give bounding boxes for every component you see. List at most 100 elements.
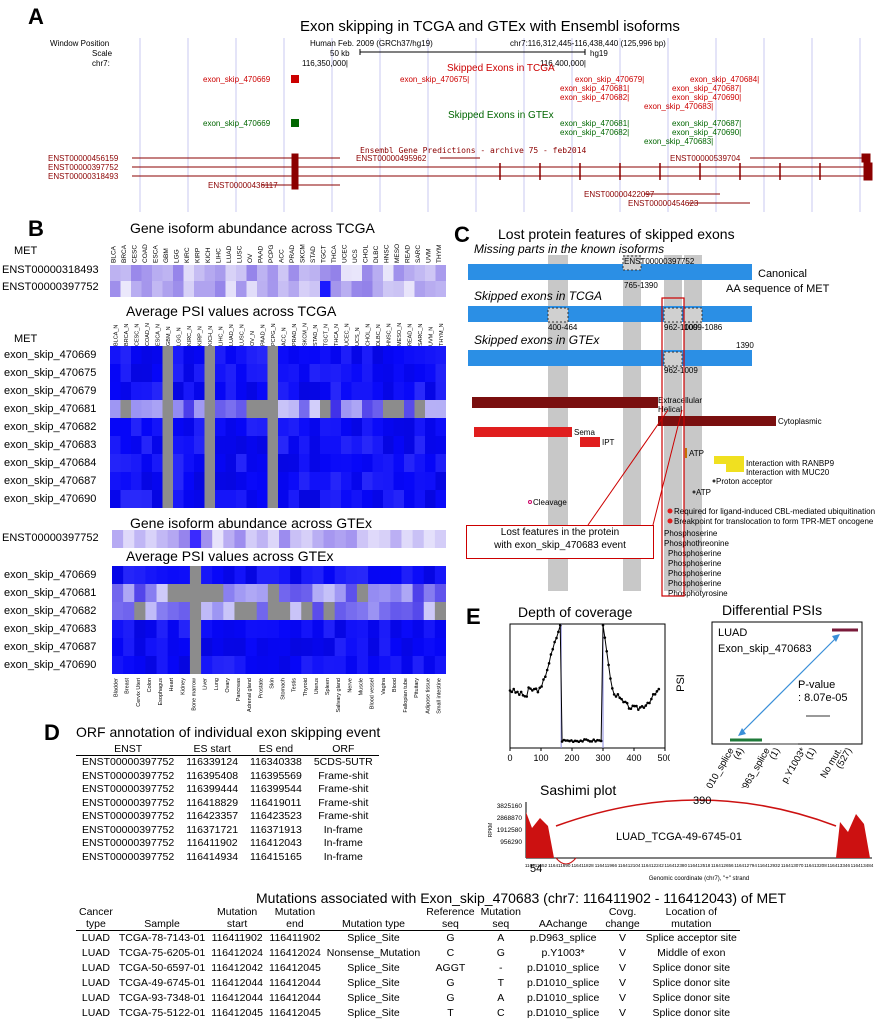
psi-cell — [412, 656, 425, 674]
psi-cell — [330, 382, 342, 401]
skipped-tcga-label: Skipped exons in TCGA — [474, 289, 602, 303]
tcga-label-8: exon_skip_470690| — [672, 93, 741, 102]
psi-cell — [204, 472, 216, 491]
psi-cell — [257, 490, 268, 508]
psi-cell — [141, 472, 153, 491]
exon-470683-highlight — [661, 297, 685, 597]
psi-cell — [162, 400, 174, 419]
coverage-point — [612, 693, 616, 696]
psi-cell — [267, 656, 280, 674]
tcga-isoform-2: ENST00000397752 — [2, 281, 99, 293]
psi-cell — [234, 566, 247, 585]
heat-cell — [225, 265, 237, 281]
psi-cell — [267, 638, 280, 657]
event-label: exon_skip_470690 — [4, 493, 97, 505]
coverage-point — [599, 739, 603, 743]
mutation-cell: G — [496, 947, 505, 959]
psi-cell — [379, 656, 391, 674]
psi-cell — [162, 454, 174, 473]
heat-cell — [145, 530, 158, 548]
mutation-cell: V — [619, 947, 627, 959]
coverage-point — [518, 693, 521, 696]
psi-cell — [223, 656, 235, 674]
psi-cell — [393, 436, 405, 455]
sashimi-junction-count: 390 — [693, 796, 711, 807]
psi-cell — [225, 400, 237, 419]
table-row: LUAD TCGA-75-5122-01 116412045 116412045 Spl… — [76, 1006, 740, 1021]
psi-cell — [301, 620, 313, 639]
psi-cell — [131, 382, 142, 401]
psi-cell — [223, 566, 235, 585]
tissue-label: Pancreas — [236, 678, 242, 701]
tcga-cancer-label: BLCA — [110, 245, 117, 263]
mutation-cell: 116412042 — [211, 962, 264, 974]
heat-cell — [267, 530, 280, 548]
psi-cell — [362, 490, 373, 508]
psi-cell — [341, 418, 352, 437]
coverage-point — [618, 696, 622, 700]
psi-cell — [383, 454, 394, 473]
psi-cell — [393, 346, 405, 365]
band-765 — [623, 255, 641, 591]
ipt-bar — [580, 437, 600, 447]
psi-cell — [194, 436, 205, 455]
coverage-point — [614, 695, 618, 698]
sashimi-sample: LUAD_TCGA-49-6745-01 — [616, 831, 742, 843]
psi-cell — [288, 454, 300, 473]
psi-column-label: BLCA_N — [113, 325, 119, 346]
heat-cell — [225, 281, 237, 297]
transcript-exons — [499, 163, 821, 180]
coverage-tick: 400 — [626, 753, 641, 763]
psi-cell — [112, 602, 124, 621]
psi-column-label: ACC_N — [281, 327, 287, 346]
psi-cell — [279, 656, 291, 674]
heat-cell — [131, 281, 142, 297]
mutation-cell: Splice donor site — [652, 962, 731, 974]
psi-cell — [141, 382, 153, 401]
tcga-cancer-label: UVM — [425, 249, 432, 263]
psi-cell — [215, 400, 226, 419]
mutation-cell: 116412045 — [269, 1007, 321, 1019]
canonical-label-1: Canonical — [758, 268, 807, 280]
psi-cell — [301, 602, 313, 621]
psi-cell — [393, 454, 405, 473]
tissue-label: Blood vessel — [370, 678, 376, 709]
feature-ranbp9: Interaction with RANBP9 — [746, 459, 835, 468]
psi-cell — [236, 400, 247, 419]
heat-cell — [372, 265, 384, 281]
tcga-protein-bar — [468, 306, 752, 322]
psi-cell — [178, 584, 191, 603]
psi-column-label: KICH_N — [208, 326, 214, 346]
sema-bar — [474, 427, 572, 437]
heat-cell — [162, 281, 174, 297]
psi-column-label: TGCT_N — [323, 324, 329, 346]
range-765: 765-1390 — [624, 281, 658, 290]
tissue-label: Testis — [292, 678, 298, 692]
dpsi-frame — [711, 621, 863, 745]
psi-cell — [162, 364, 174, 383]
coverage-point — [534, 687, 538, 691]
mutation-cell: G — [446, 992, 455, 1004]
tissue-label: Colon — [147, 678, 153, 692]
psi-cell — [279, 620, 291, 639]
heat-cell — [423, 530, 436, 548]
psi-cell — [183, 418, 195, 437]
gtex-header: Skipped Exons in GTEx — [448, 110, 554, 121]
orf-cell: 116371913 — [250, 823, 302, 836]
psi-cell — [178, 656, 191, 674]
psi-cell — [309, 346, 321, 365]
tcga-cancer-label: PAAD — [257, 245, 264, 263]
transcript-tracks — [132, 153, 873, 204]
coverage-point — [622, 700, 625, 704]
mutation-cell: Nonsense_Mutation — [326, 947, 421, 959]
psi-cell — [425, 400, 436, 419]
psi-cell — [267, 436, 279, 455]
psi-cell — [234, 638, 247, 657]
psi-cell — [309, 382, 321, 401]
psi-cell — [435, 400, 446, 419]
mutation-cell: LUAD — [81, 932, 110, 944]
psi-cell — [178, 602, 191, 621]
psi-cell — [351, 382, 363, 401]
coverage-point — [592, 738, 595, 741]
coverage-tick: 0 — [507, 753, 512, 763]
